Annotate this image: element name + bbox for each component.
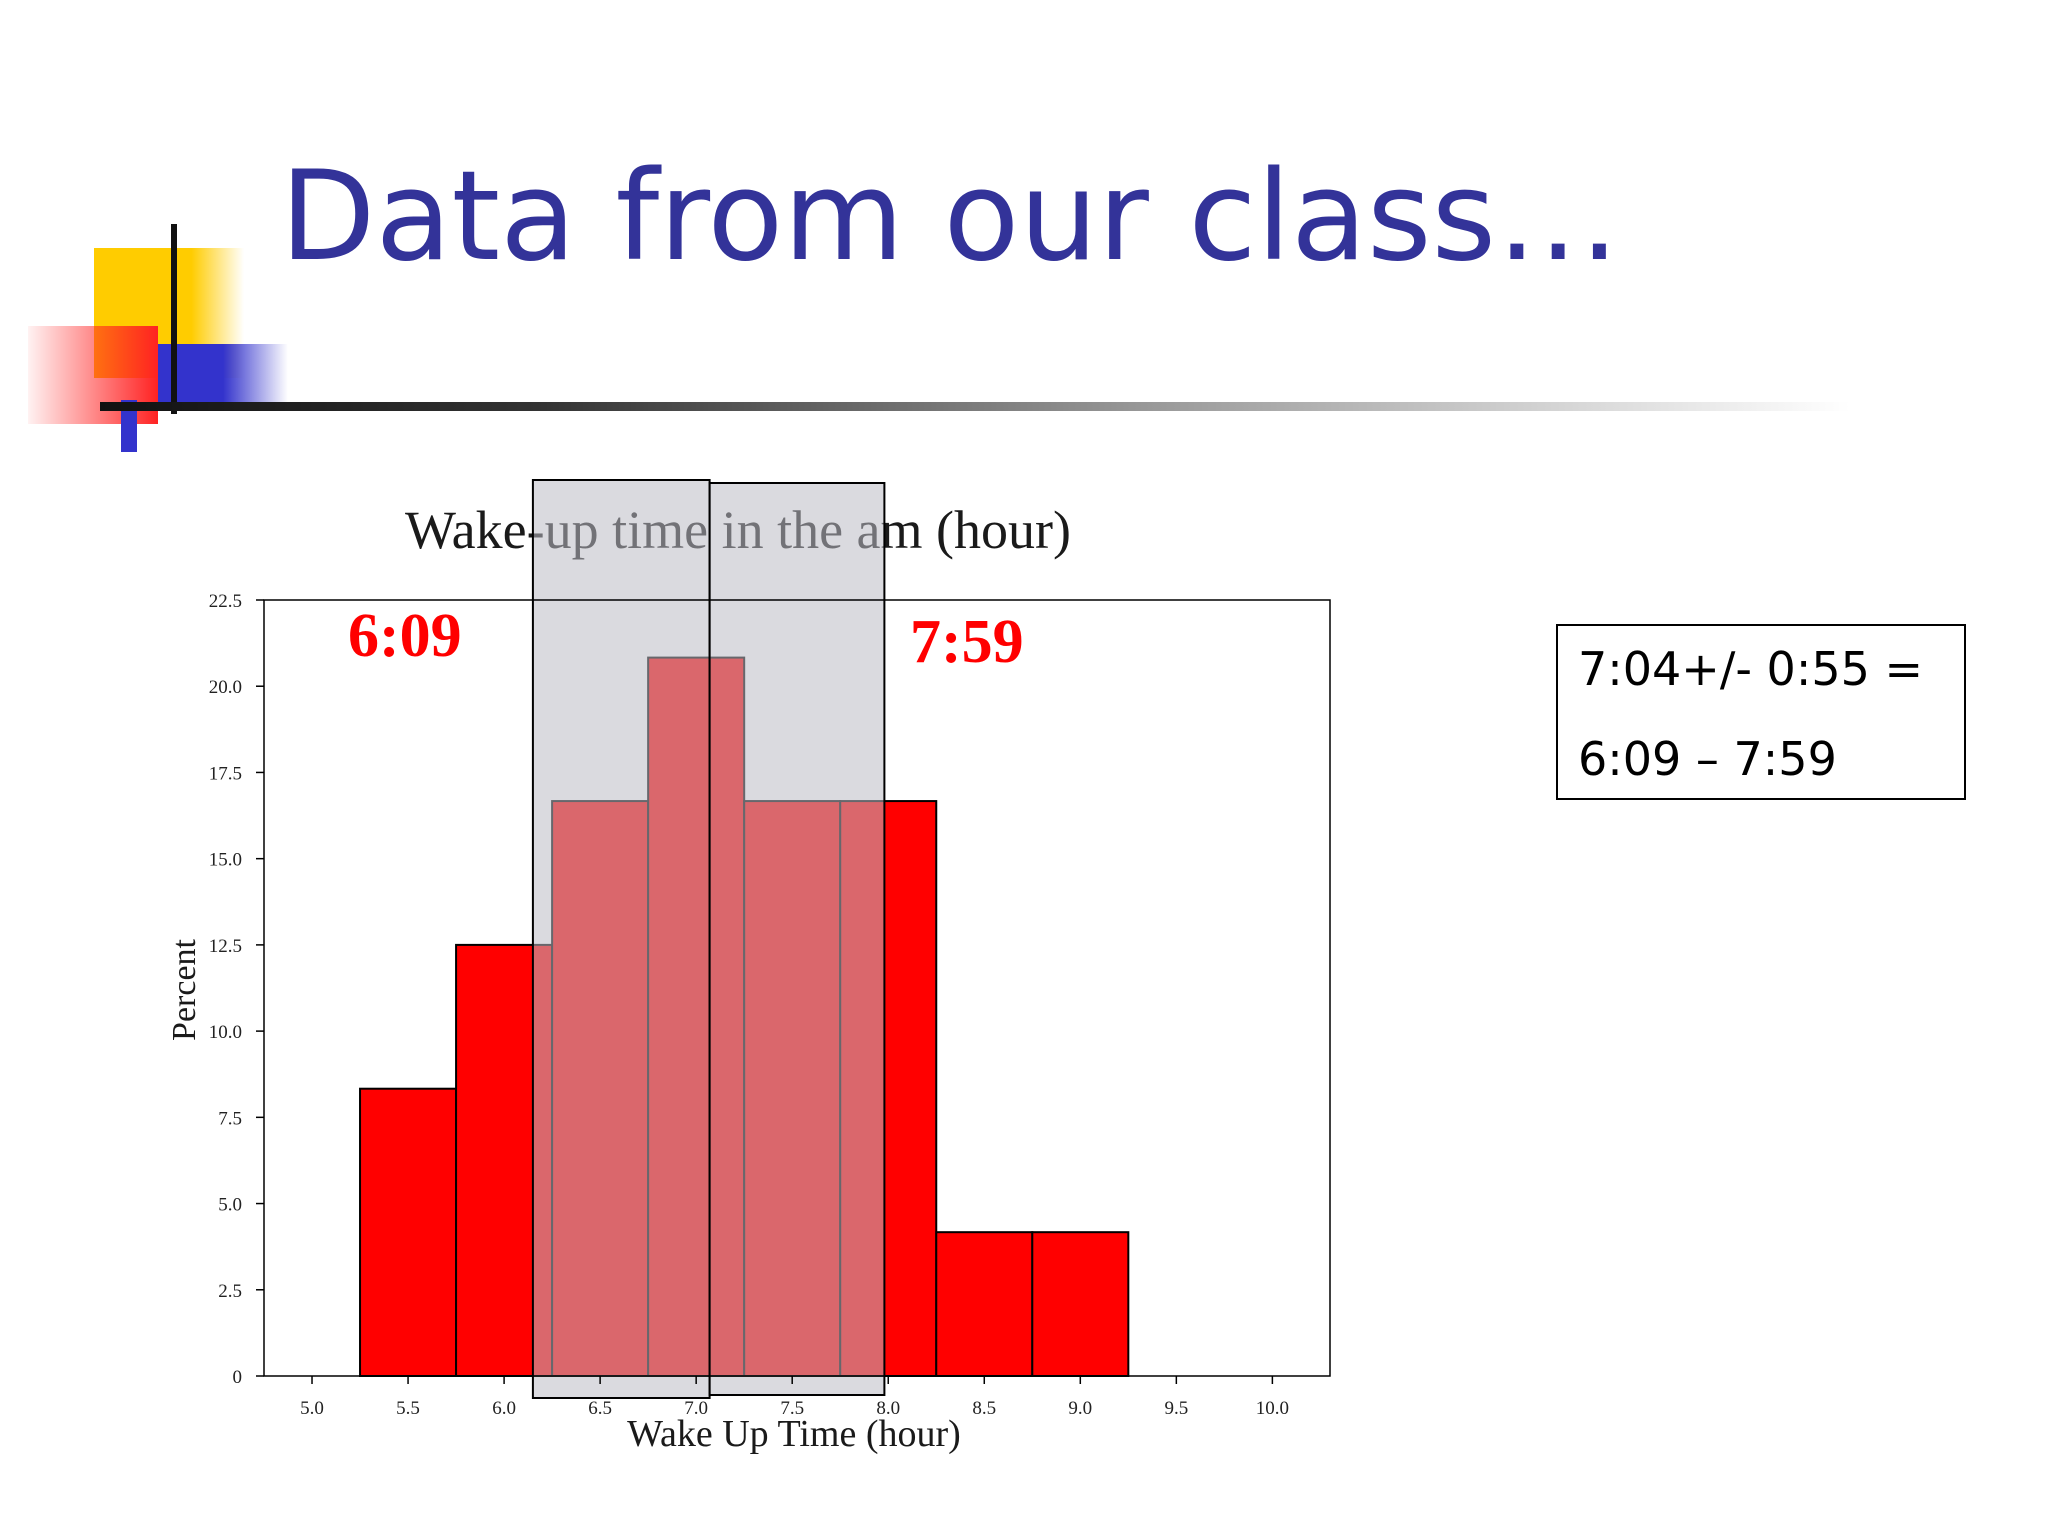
accent-blue-stub xyxy=(121,400,137,452)
x-tick-label: 5.5 xyxy=(396,1398,420,1419)
title-underline xyxy=(100,402,1850,411)
x-tick-label: 6.0 xyxy=(492,1398,516,1419)
x-tick-label: 7.5 xyxy=(780,1398,804,1419)
y-tick-label: 10.0 xyxy=(209,1022,242,1043)
info-line-range: 6:09 – 7:59 xyxy=(1578,732,1837,786)
y-axis-label: Percent xyxy=(166,938,203,1041)
y-tick-label: 5.0 xyxy=(218,1195,242,1216)
y-tick-label: 12.5 xyxy=(209,936,242,957)
slide-title: Data from our class… xyxy=(280,145,1621,289)
x-tick-label: 8.5 xyxy=(972,1398,996,1419)
y-tick-label: 20.0 xyxy=(209,677,242,698)
histogram-bar xyxy=(359,1087,458,1377)
y-tick-label: 2.5 xyxy=(218,1281,242,1302)
histogram-bar xyxy=(1031,1231,1130,1377)
x-tick-label: 6.5 xyxy=(588,1398,612,1419)
y-tick-label: 15.0 xyxy=(209,850,242,871)
interval-overlay xyxy=(531,479,886,1399)
x-tick-label: 9.5 xyxy=(1164,1398,1188,1419)
accent-blue-bar xyxy=(158,344,288,404)
interval-info-box: 7:04+/- 0:55 = 6:09 – 7:59 xyxy=(1556,624,1966,800)
y-tick-label: 22.5 xyxy=(209,591,242,612)
x-tick-label: 5.0 xyxy=(300,1398,324,1419)
y-tick-label: 17.5 xyxy=(209,763,242,784)
accent-vertical-line xyxy=(171,224,177,414)
interval-high-label: 7:59 xyxy=(910,608,1024,676)
plot-frame xyxy=(263,599,1331,1377)
interval-upper-half xyxy=(708,482,886,1396)
x-axis-ticks: 5.0 5.5 6.0 6.5 7.0 7.5 8.0 8.5 9.0 9.5 10.0 xyxy=(300,1376,1289,1419)
y-axis-ticks: 0 2.5 5.0 7.5 10.0 12.5 15.0 17.5 20.0 22.5 xyxy=(209,591,264,1388)
x-tick-label: 9.0 xyxy=(1068,1398,1092,1419)
y-tick-label: 0 xyxy=(233,1367,243,1388)
x-axis-label: Wake Up Time (hour) xyxy=(627,1413,961,1455)
interval-low-label: 6:09 xyxy=(348,602,462,670)
y-tick-label: 7.5 xyxy=(218,1108,242,1129)
interval-lower-half xyxy=(531,479,711,1399)
histogram-bar xyxy=(935,1231,1034,1377)
x-tick-label: 10.0 xyxy=(1256,1398,1289,1419)
info-line-mean-sd: 7:04+/- 0:55 = xyxy=(1578,642,1924,696)
x-tick-label: 7.0 xyxy=(684,1398,708,1419)
x-tick-label: 8.0 xyxy=(876,1398,900,1419)
